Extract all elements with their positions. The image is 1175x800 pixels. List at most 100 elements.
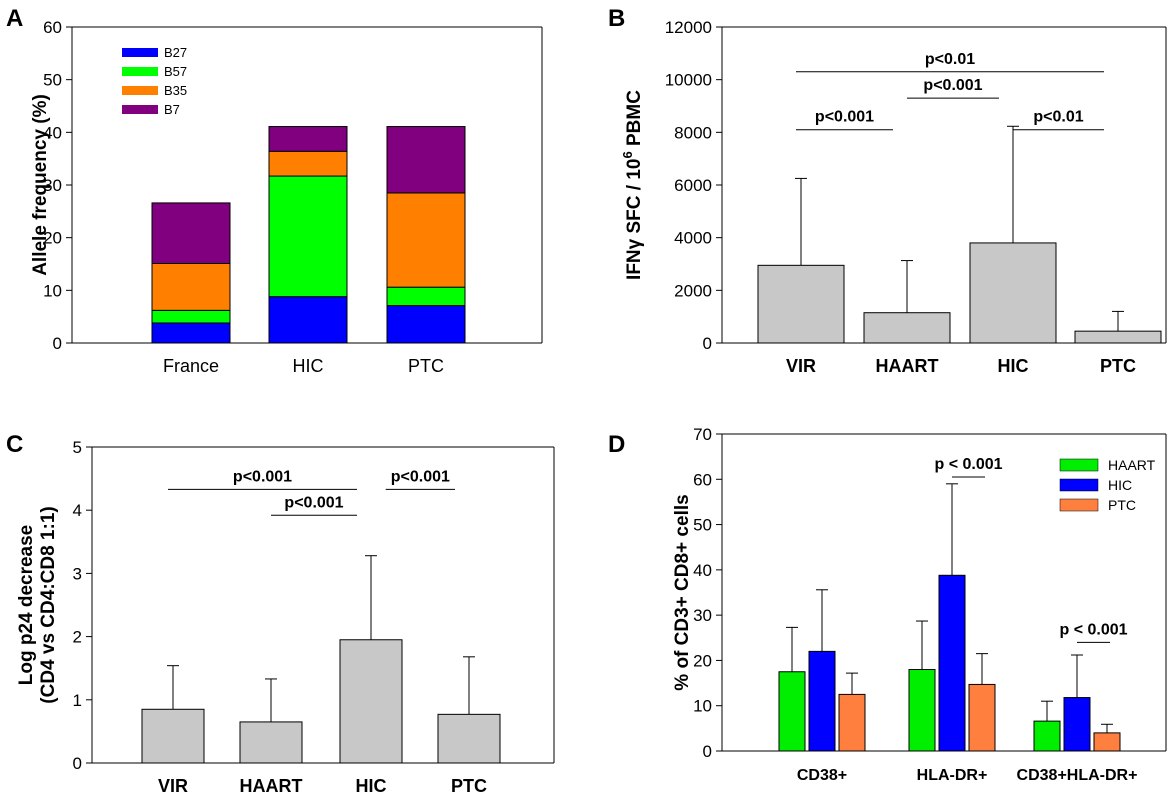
a-legend-swatch — [122, 105, 158, 114]
c-ytick-label: 0 — [73, 754, 82, 773]
b-sig-label: p<0.01 — [925, 51, 975, 68]
b-bar — [863, 312, 951, 344]
a-bar-b7 — [268, 126, 348, 152]
b-ytick-label: 10000 — [665, 71, 712, 90]
d-ytick-label: 70 — [693, 425, 712, 444]
d-bar-haart — [778, 671, 806, 752]
d-bar-ptc — [1093, 732, 1121, 752]
c-ytick-label: 1 — [73, 691, 82, 710]
panel-letter-c: C — [6, 431, 23, 458]
d-legend-label: HAART — [1108, 457, 1156, 473]
a-legend-swatch — [122, 48, 158, 57]
c-sig-label: p<0.001 — [284, 494, 343, 511]
a-bar-b57 — [268, 175, 348, 298]
b-xtick-label: HAART — [876, 356, 939, 376]
c-ytick-label: 3 — [73, 564, 82, 583]
a-bar-b35 — [151, 262, 231, 311]
c-ytick-label: 5 — [73, 438, 82, 457]
d-legend-label: PTC — [1108, 497, 1136, 513]
a-bar-b35 — [386, 192, 466, 288]
c-xtick-label: HIC — [356, 776, 387, 796]
a-legend-label: B27 — [164, 45, 187, 60]
a-bar-b57 — [151, 309, 231, 324]
d-bar-hic — [1063, 697, 1091, 752]
c-ylabel: Log p24 decrease — [16, 525, 37, 686]
panel-a-chart: 0 10 20 30 40 50 60 France HIC PTC Allele frequenc… — [30, 18, 543, 376]
c-bar — [339, 639, 403, 764]
c-bar — [437, 713, 501, 764]
d-ytick-label: 10 — [693, 697, 712, 716]
c-ytick-label: 2 — [73, 628, 82, 647]
b-sig-label: p<0.001 — [815, 109, 874, 126]
b-sig-label: p<0.001 — [923, 77, 982, 94]
d-legend-swatch — [1059, 478, 1099, 492]
d-bar-hic — [808, 650, 836, 752]
a-ylabel: Allele frequency (%) — [30, 94, 51, 276]
a-bar-b7 — [151, 202, 231, 264]
b-xtick-label: VIR — [786, 356, 816, 376]
a-bar-b27 — [386, 305, 466, 344]
a-bar-b27 — [151, 322, 231, 344]
d-bar-ptc — [968, 683, 996, 752]
b-bar — [1074, 330, 1162, 344]
c-xtick-label: VIR — [158, 776, 188, 796]
b-ytick-label: 6000 — [674, 176, 712, 195]
d-xtick-label: HLA-DR+ — [917, 767, 988, 784]
d-sig-label: p < 0.001 — [934, 456, 1002, 473]
a-ytick-label: 10 — [43, 281, 62, 300]
c-xtick-label: PTC — [451, 776, 487, 796]
a-legend-swatch — [122, 67, 158, 76]
a-ytick-label: 30 — [43, 176, 62, 195]
d-ytick-label: 0 — [703, 742, 712, 761]
a-ytick-label: 60 — [43, 18, 62, 37]
c-ylabel-line2: (CD4 vs CD4:CD8 1:1) — [38, 506, 59, 703]
d-ytick-label: 40 — [693, 561, 712, 580]
a-legend-label: B7 — [164, 102, 180, 117]
a-ytick-label: 0 — [53, 334, 62, 353]
panel-c-chart: 0 1 2 3 4 5 VIR HAART HIC PTC Log p24 decrease (CD4… — [16, 438, 555, 796]
c-sig-label: p<0.001 — [233, 468, 292, 485]
d-legend-swatch — [1059, 498, 1099, 512]
d-ytick-label: 20 — [693, 651, 712, 670]
d-xtick-label: CD38+ — [797, 767, 847, 784]
b-xtick-label: HIC — [998, 356, 1029, 376]
b-bar — [757, 264, 845, 344]
d-ytick-label: 50 — [693, 516, 712, 535]
a-legend-label: B57 — [164, 64, 187, 79]
a-ytick-label: 40 — [43, 123, 62, 142]
c-xtick-label: HAART — [240, 776, 303, 796]
b-ytick-label: 2000 — [674, 281, 712, 300]
d-sig-label: p < 0.001 — [1059, 621, 1127, 638]
c-bar — [239, 721, 303, 764]
a-bar-b35 — [268, 150, 348, 177]
a-xtick-label: France — [163, 356, 219, 376]
c-ytick-label: 4 — [73, 501, 82, 520]
b-ytick-label: 8000 — [674, 123, 712, 142]
b-ytick-label: 0 — [703, 334, 712, 353]
b-ytick-label: 4000 — [674, 229, 712, 248]
d-bar-haart — [908, 668, 936, 752]
d-ylabel: % of CD3+ CD8+ cells — [672, 494, 693, 690]
c-sig-label: p<0.001 — [391, 468, 450, 485]
d-legend-swatch — [1059, 458, 1099, 472]
a-xtick-label: HIC — [293, 356, 324, 376]
panel-b-chart: 0 2000 4000 6000 8000 10000 12000 VIR HAART HIC PT… — [620, 18, 1167, 376]
panel-letter-b: B — [608, 5, 625, 32]
panel-letter-a: A — [6, 5, 23, 32]
a-ytick-label: 50 — [43, 71, 62, 90]
b-xtick-label: PTC — [1100, 356, 1136, 376]
d-bar-haart — [1033, 720, 1061, 752]
b-ylabel: IFNγ SFC / 106 PBMC — [620, 90, 645, 280]
d-bar-ptc — [838, 693, 866, 752]
d-bar-hic — [938, 574, 966, 752]
panel-letter-d: D — [608, 431, 625, 458]
a-bar-b27 — [268, 296, 348, 344]
b-bar — [969, 242, 1057, 344]
d-ytick-label: 60 — [693, 470, 712, 489]
b-sig-label: p<0.01 — [1033, 109, 1083, 126]
a-ytick-label: 20 — [43, 229, 62, 248]
d-legend-label: HIC — [1108, 477, 1132, 493]
b-ylabel-main: IFNγ SFC / 10 — [624, 159, 645, 280]
